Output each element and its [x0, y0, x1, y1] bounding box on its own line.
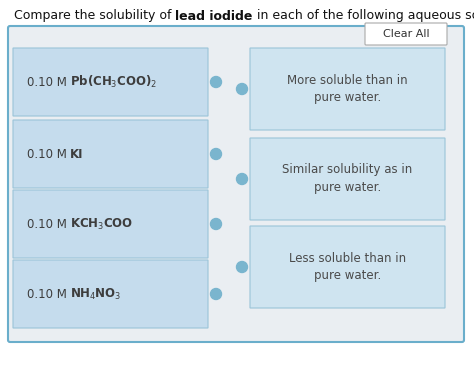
FancyBboxPatch shape: [250, 138, 445, 220]
Circle shape: [210, 288, 221, 299]
Circle shape: [237, 84, 247, 94]
Text: Less soluble than in
pure water.: Less soluble than in pure water.: [289, 251, 406, 282]
Text: in each of the following aqueous solutions:: in each of the following aqueous solutio…: [253, 9, 474, 23]
FancyBboxPatch shape: [365, 23, 447, 45]
FancyBboxPatch shape: [13, 120, 208, 188]
Text: 0.10 M: 0.10 M: [27, 147, 70, 161]
FancyBboxPatch shape: [13, 190, 208, 258]
Text: Similar solubility as in
pure water.: Similar solubility as in pure water.: [283, 164, 413, 195]
Text: Pb(CH$_3$COO)$_2$: Pb(CH$_3$COO)$_2$: [70, 74, 157, 90]
FancyBboxPatch shape: [13, 260, 208, 328]
Circle shape: [210, 218, 221, 229]
FancyBboxPatch shape: [8, 26, 464, 342]
FancyBboxPatch shape: [250, 48, 445, 130]
Text: 0.10 M: 0.10 M: [27, 217, 70, 231]
Text: 0.10 M: 0.10 M: [27, 288, 70, 301]
Text: 0.10 M: 0.10 M: [27, 76, 70, 88]
Text: KCH$_3$COO: KCH$_3$COO: [70, 217, 134, 232]
Circle shape: [210, 149, 221, 160]
Circle shape: [237, 174, 247, 184]
Text: lead iodide: lead iodide: [175, 9, 253, 23]
FancyBboxPatch shape: [250, 226, 445, 308]
FancyBboxPatch shape: [13, 48, 208, 116]
Text: Compare the solubility of: Compare the solubility of: [14, 9, 175, 23]
Circle shape: [237, 262, 247, 273]
Text: NH$_4$NO$_3$: NH$_4$NO$_3$: [70, 287, 122, 302]
Text: More soluble than in
pure water.: More soluble than in pure water.: [287, 73, 408, 104]
Text: Clear All: Clear All: [383, 29, 429, 39]
Text: KI: KI: [70, 147, 84, 161]
Circle shape: [210, 76, 221, 87]
